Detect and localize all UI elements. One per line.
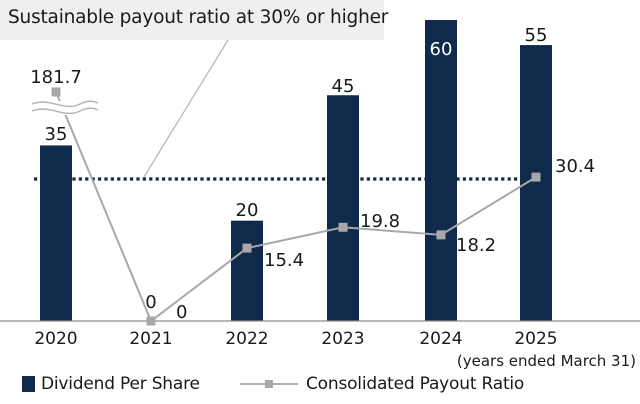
bar-2024: [425, 20, 457, 321]
x-tick-label-2022: 2022: [225, 329, 268, 349]
legend-label-dividend: Dividend Per Share: [41, 374, 200, 394]
legend-label-payout: Consolidated Payout Ratio: [306, 374, 525, 394]
annotation-text: Sustainable payout ratio at 30% or highe…: [8, 7, 389, 28]
bar-value-label-2025: 55: [525, 25, 548, 46]
payout-point-2024: [436, 230, 446, 240]
payout-point-2023: [338, 222, 348, 232]
payout-ratio-line: [55, 91, 537, 323]
bar-value-label-2022: 20: [236, 200, 259, 221]
payout-value-label-2020: 181.7: [30, 67, 82, 88]
x-tick-label-2023: 2023: [321, 329, 364, 349]
payout-value-label-2025: 30.4: [555, 156, 595, 177]
bar-series: [40, 20, 552, 321]
bar-2020: [40, 145, 72, 321]
x-axis: 2020 2021 2022 2023 2024 2025 (years ended Mar…: [0, 320, 640, 370]
axis-break-mask: [34, 101, 98, 115]
x-tick-label-2020: 2020: [34, 329, 77, 349]
axis-break-group: [31, 100, 99, 115]
payout-point-2021: [146, 316, 156, 326]
legend-line-marker: [265, 380, 273, 388]
bar-2022: [231, 220, 263, 321]
x-tick-label-2021: 2021: [129, 329, 172, 349]
payout-value-label-2022: 15.4: [264, 250, 304, 271]
payout-value-label-2023: 19.8: [360, 211, 400, 232]
payout-value-label-2021: 0: [176, 302, 187, 323]
bar-value-label-2021: 0: [145, 292, 156, 313]
axis-break-wave-bottom: [31, 107, 99, 115]
bar-2023: [327, 95, 359, 321]
legend: Dividend Per Share Consolidated Payout R…: [0, 372, 640, 400]
callout-pointer-group: [143, 39, 229, 178]
x-tick-label-2025: 2025: [514, 329, 557, 349]
payout-point-2020: [51, 87, 61, 97]
bar-value-label-2020: 35: [45, 124, 68, 145]
legend-swatch-line: [240, 376, 298, 392]
payout-point-2022: [242, 243, 252, 253]
callout-pointer: [143, 39, 229, 178]
payout-value-label-2024: 18.2: [456, 235, 496, 256]
x-tick-label-2024: 2024: [419, 329, 462, 349]
x-axis-note: (years ended March 31): [457, 352, 636, 370]
axis-break-wave-top: [31, 100, 99, 108]
payout-point-2025: [531, 172, 541, 182]
data-labels: 35 0 20 45 60 55 181.7 0 15.4 19.8 18.2 30.4: [30, 25, 595, 323]
bar-value-label-2023: 45: [332, 76, 355, 97]
line-series: [51, 87, 541, 326]
legend-item-dividend: Dividend Per Share: [22, 372, 200, 396]
bar-value-label-2024: 60: [430, 39, 453, 60]
legend-item-payout: Consolidated Payout Ratio: [240, 372, 524, 396]
legend-swatch-bar: [22, 376, 35, 392]
annotation-callout: Sustainable payout ratio at 30% or highe…: [0, 0, 388, 40]
